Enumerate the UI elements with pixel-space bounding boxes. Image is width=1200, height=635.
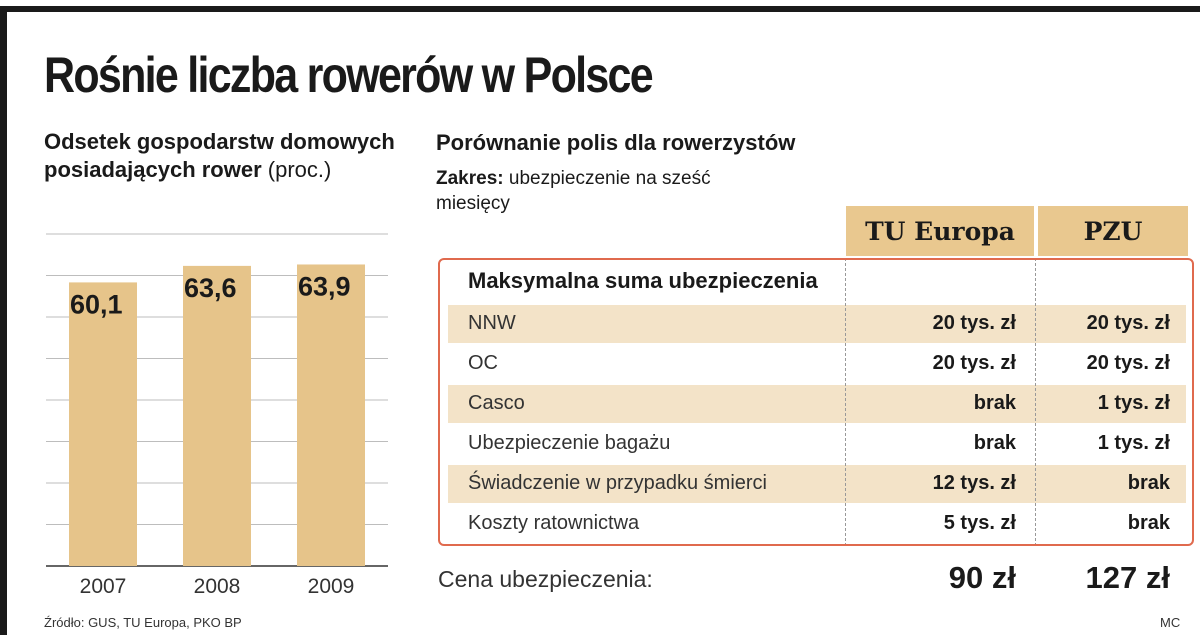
chart-title-text: Odsetek gospodarstw domowych posiadający…: [44, 129, 395, 182]
row-value-pzu: 20 tys. zł: [1086, 352, 1170, 374]
row-value-tu-europa: 20 tys. zł: [932, 312, 1016, 334]
scope-value: ubezpieczenie na sześć miesięcy: [436, 168, 711, 214]
row-label: Koszty ratownictwa: [468, 512, 640, 534]
bar-value-label: 63,9: [298, 271, 351, 301]
row-value-pzu: 20 tys. zł: [1086, 312, 1170, 334]
table-row: Casco brak 1 tys. zł: [448, 385, 1186, 423]
bar-value-label: 60,1: [70, 289, 123, 319]
scope: Zakres: ubezpieczenie na sześć miesięcy: [436, 166, 756, 216]
price-label: Cena ubezpieczenia:: [438, 566, 653, 592]
table-row: Koszty ratownictwa 5 tys. zł brak: [448, 505, 1186, 543]
chart-title: Odsetek gospodarstw domowych posiadający…: [44, 128, 404, 184]
x-tick-label: 2009: [308, 575, 355, 598]
bar: [69, 282, 137, 566]
source-note: Źródło: GUS, TU Europa, PKO BP: [44, 615, 242, 630]
row-label: NNW: [468, 312, 516, 334]
row-value-tu-europa: 20 tys. zł: [932, 352, 1016, 374]
comparison-table: [438, 258, 1194, 546]
frame-left-rule: [0, 6, 7, 635]
credit: MC: [1160, 615, 1181, 630]
row-value-tu-europa: brak: [973, 392, 1016, 414]
price-tu-europa: 90 zł: [948, 560, 1016, 595]
row-value-tu-europa: 5 tys. zł: [943, 512, 1016, 534]
frame-top-rule: [0, 6, 1200, 12]
column-header-pzu: PZU: [1038, 206, 1188, 256]
row-value-pzu: 1 tys. zł: [1097, 392, 1170, 414]
page-title: Rośnie liczba rowerów w Polsce: [44, 47, 654, 103]
x-tick-label: 2008: [194, 575, 241, 598]
row-value-tu-europa: brak: [973, 432, 1016, 454]
row-label: OC: [468, 352, 498, 374]
section-heading: Maksymalna suma ubezpieczenia: [468, 268, 818, 293]
row-value-pzu: brak: [1127, 472, 1170, 494]
scope-label: Zakres:: [436, 168, 504, 189]
price-pzu: 127 zł: [1085, 560, 1170, 595]
column-divider: [845, 258, 846, 546]
row-value-pzu: brak: [1127, 512, 1170, 534]
row-label: Świadczenie w przypadku śmierci: [468, 472, 768, 494]
table-row: Świadczenie w przypadku śmierci 12 tys. …: [448, 465, 1186, 503]
column-header-tu-europa: TU Europa: [846, 206, 1034, 256]
table-row: Ubezpieczenie bagażu brak 1 tys. zł: [448, 425, 1186, 463]
row-label: Ubezpieczenie bagażu: [468, 432, 671, 454]
comparison-title: Porównanie polis dla rowerzystów: [436, 130, 796, 155]
row-value-pzu: 1 tys. zł: [1097, 432, 1170, 454]
bar: [297, 264, 365, 566]
bar-value-label: 63,6: [184, 273, 237, 303]
row-value-tu-europa: 12 tys. zł: [932, 472, 1016, 494]
table-row: NNW 20 tys. zł 20 tys. zł: [448, 305, 1186, 343]
table-row: OC 20 tys. zł 20 tys. zł: [448, 345, 1186, 383]
column-divider: [1035, 258, 1036, 546]
x-tick-label: 2007: [80, 575, 127, 598]
row-label: Casco: [468, 392, 525, 414]
bar: [183, 265, 251, 566]
chart-unit: (proc.): [267, 157, 332, 182]
